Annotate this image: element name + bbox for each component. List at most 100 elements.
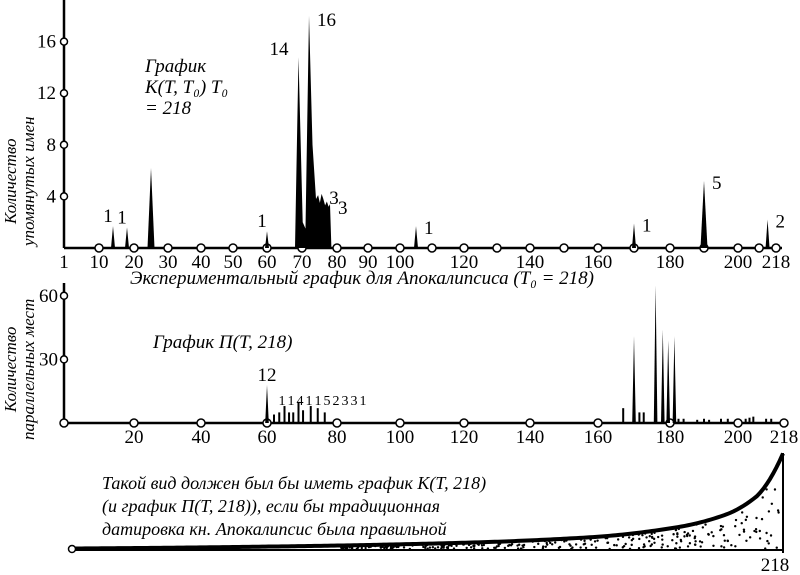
middle-bar-label: 1 bbox=[288, 394, 295, 409]
stipple-dot bbox=[480, 544, 484, 547]
middle-x-tick-label: 80 bbox=[328, 427, 347, 448]
middle-y-tick-label: 30 bbox=[39, 349, 58, 370]
stipple-dot bbox=[630, 543, 633, 547]
stipple-dot bbox=[606, 541, 609, 545]
stipple-dot bbox=[563, 540, 566, 543]
stipple-dot bbox=[719, 524, 723, 528]
top-x-tick bbox=[129, 243, 139, 253]
middle-x-tick-label: 160 bbox=[584, 427, 613, 448]
top-spike bbox=[765, 219, 770, 248]
top-cluster-label: 14 bbox=[270, 39, 290, 60]
stipple-dot bbox=[700, 541, 704, 544]
top-x-tick-label: 20 bbox=[125, 252, 144, 273]
stipple-dot bbox=[642, 546, 645, 549]
stipple-dot bbox=[537, 542, 540, 546]
top-x-tick bbox=[94, 243, 104, 253]
caption-line3: датировка кн. Апокалипсис была правильно… bbox=[102, 519, 447, 539]
middle-y-tick bbox=[59, 291, 69, 301]
stipple-dot bbox=[648, 539, 651, 543]
top-y-label-line1: Количество bbox=[1, 138, 20, 224]
stipple-dot bbox=[775, 546, 778, 549]
middle-origin-tick bbox=[59, 418, 69, 428]
stipple-dot bbox=[616, 538, 620, 541]
stipple-dot bbox=[773, 488, 777, 491]
middle-x-tick-label: 40 bbox=[192, 427, 211, 448]
stipple-dot bbox=[583, 542, 587, 545]
top-x-tick bbox=[459, 243, 469, 253]
middle-y-tick-label: 60 bbox=[39, 286, 58, 307]
stipple-dot bbox=[734, 525, 737, 528]
top-x-tick bbox=[733, 243, 743, 253]
top-spike bbox=[111, 226, 115, 248]
middle-x-tick bbox=[593, 418, 603, 428]
stipple-dot bbox=[699, 545, 702, 548]
stipple-dot bbox=[584, 546, 588, 550]
stipple-dot bbox=[442, 544, 445, 548]
stipple-dot bbox=[753, 529, 756, 533]
stipple-dot bbox=[402, 546, 406, 549]
top-x-tick-label: 140 bbox=[516, 252, 545, 273]
top-x-tick bbox=[332, 243, 342, 253]
stipple-dot bbox=[740, 511, 744, 514]
stipple-dot bbox=[533, 545, 536, 549]
stipple-dot bbox=[754, 528, 758, 531]
top-x-tick-label: 100 bbox=[386, 252, 415, 273]
top-y-tick-label: 4 bbox=[47, 186, 57, 207]
stipple-dot bbox=[583, 539, 586, 543]
stipple-dot bbox=[545, 541, 548, 545]
top-y-tick-label: 8 bbox=[47, 135, 57, 156]
stipple-dot bbox=[683, 530, 686, 534]
middle-bar bbox=[302, 410, 305, 423]
middle-x-tick bbox=[332, 418, 342, 428]
top-y-tick bbox=[59, 192, 69, 201]
stipple-dot bbox=[766, 539, 769, 543]
stipple-dot bbox=[596, 539, 599, 542]
top-x-tick bbox=[593, 243, 603, 253]
stipple-dot bbox=[482, 543, 486, 547]
stipple-dot bbox=[422, 545, 425, 549]
stipple-dot bbox=[615, 544, 618, 547]
middle-x-tick-label: 218 bbox=[770, 427, 799, 448]
top-x-tick-label: 50 bbox=[224, 252, 243, 273]
stipple-dot bbox=[472, 547, 476, 550]
middle-x-tick-label: 20 bbox=[125, 427, 144, 448]
middle-x-tick-label: 120 bbox=[450, 427, 479, 448]
stipple-dot bbox=[679, 540, 683, 543]
stipple-dot bbox=[742, 530, 746, 533]
stipple-dot bbox=[683, 535, 686, 538]
stipple-dot bbox=[493, 546, 496, 550]
stipple-dot bbox=[509, 544, 513, 547]
top-spike-label: 1 bbox=[424, 218, 434, 239]
stipple-dot bbox=[649, 544, 652, 548]
stipple-dot bbox=[734, 518, 738, 522]
stipple-dot bbox=[755, 516, 758, 520]
top-x-tick-label: 30 bbox=[159, 252, 178, 273]
middle-y-label-line1: Количество bbox=[1, 326, 20, 413]
top-x-tick-label: 80 bbox=[328, 252, 347, 273]
stipple-dot bbox=[473, 544, 476, 547]
middle-x-tick bbox=[395, 418, 405, 428]
middle-bar bbox=[726, 418, 729, 423]
top-cluster-label: 3 bbox=[329, 188, 339, 209]
middle-bar bbox=[744, 418, 747, 423]
stipple-dot bbox=[745, 515, 749, 518]
stipple-dot bbox=[656, 535, 660, 539]
caption-line2: (и график П(T, 218)), если бы традиционн… bbox=[102, 496, 441, 516]
middle-x-tick bbox=[779, 418, 789, 428]
stipple-dot bbox=[594, 546, 598, 549]
top-x-tick bbox=[427, 243, 437, 253]
stipple-dot bbox=[707, 532, 710, 536]
middle-spike bbox=[653, 285, 658, 423]
middle-bar bbox=[770, 418, 773, 423]
middle-x-tick-label: 100 bbox=[386, 427, 415, 448]
middle-x-tick bbox=[129, 418, 139, 428]
stipple-dot bbox=[712, 534, 715, 538]
stipple-dot bbox=[721, 525, 725, 528]
stipple-dot bbox=[648, 535, 651, 538]
top-spike bbox=[265, 231, 269, 248]
top-spike-label: 5 bbox=[712, 173, 722, 194]
top-spike bbox=[700, 180, 708, 248]
middle-bar bbox=[752, 416, 755, 423]
stipple-dot bbox=[428, 546, 432, 549]
